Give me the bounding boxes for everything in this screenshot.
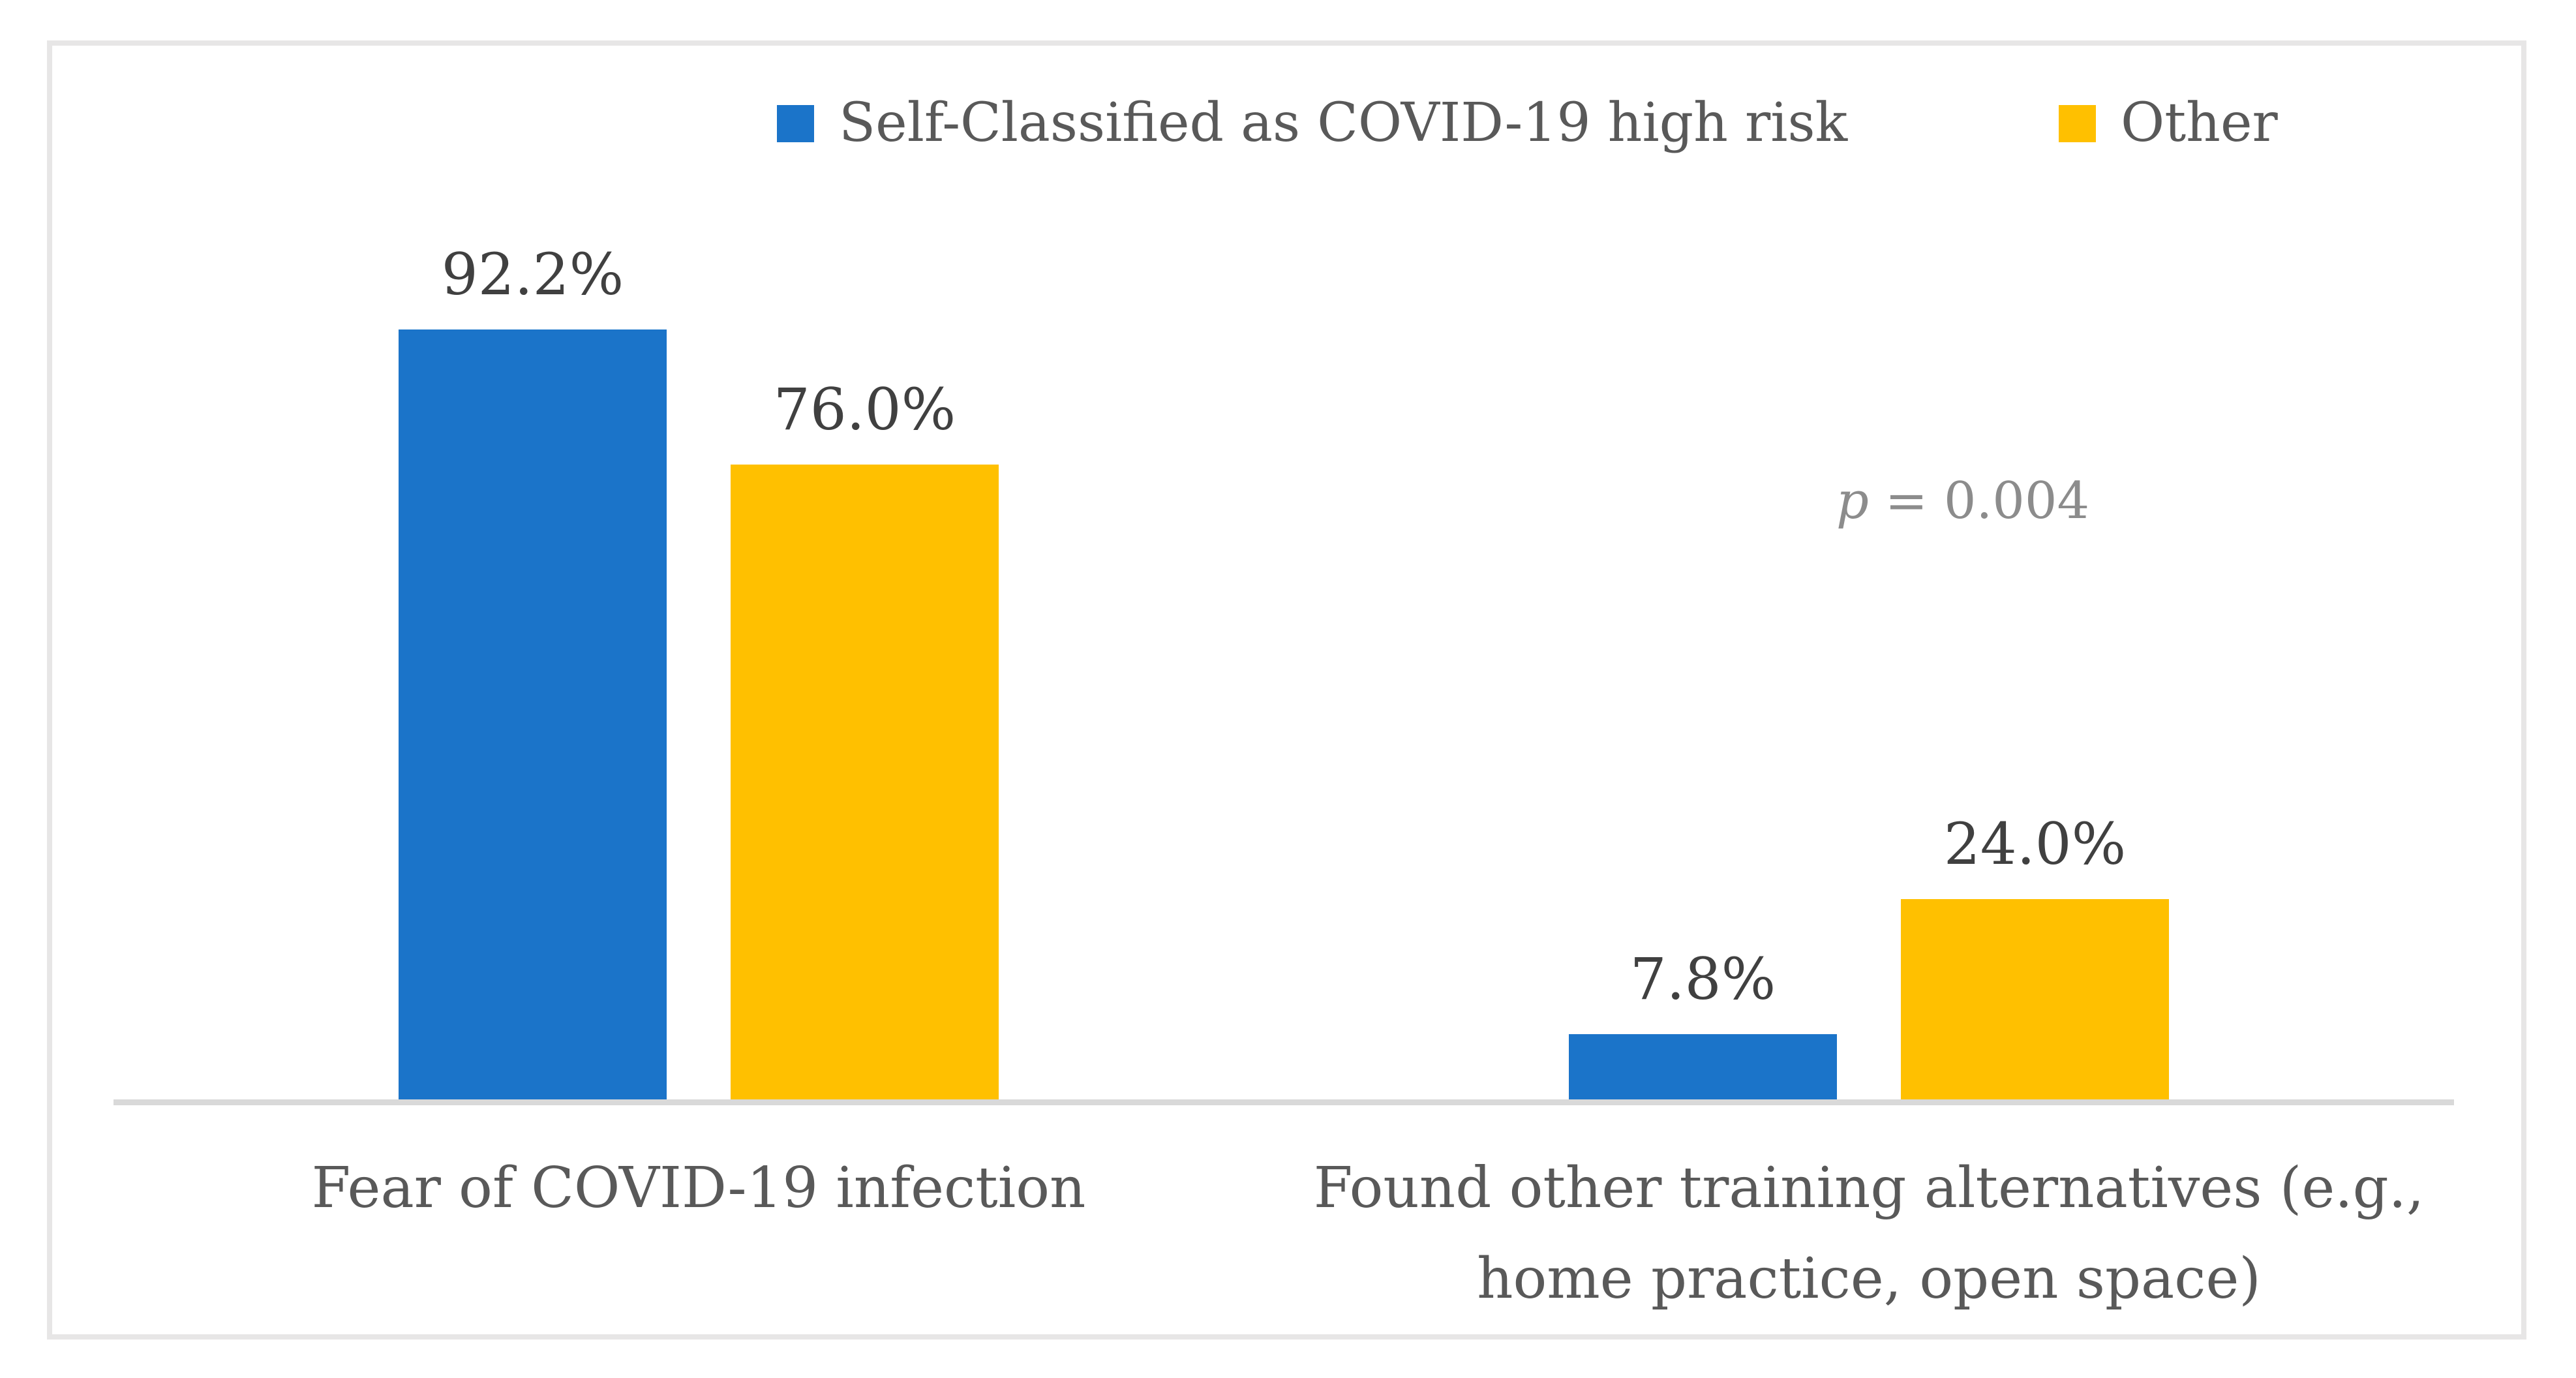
legend-swatch-icon bbox=[777, 104, 814, 142]
p-value-variable: p bbox=[1836, 472, 1869, 530]
bar-value-label-other-cat1: 76.0% bbox=[773, 376, 956, 443]
bar-value-label-self-classified-as-covid-19-high-risk-cat2: 7.8% bbox=[1629, 945, 1776, 1013]
bar-value-label-self-classified-as-covid-19-high-risk-cat1: 92.2% bbox=[441, 241, 624, 308]
legend-item-self-classified-as-covid-19-high-risk: Self-Classified as COVID-19 high risk bbox=[777, 94, 1847, 153]
bar-other-cat1 bbox=[731, 465, 999, 1099]
bar-value-label-other-cat2: 24.0% bbox=[1943, 810, 2127, 878]
bar-self-classified-as-covid-19-high-risk-cat1 bbox=[399, 329, 667, 1099]
legend-label: Other bbox=[2121, 92, 2278, 154]
category-label-2: Found other training alternatives (e.g.,… bbox=[1313, 1156, 2425, 1312]
category-label-1: Fear of COVID-19 infection bbox=[311, 1156, 1086, 1221]
legend-item-other: Other bbox=[2059, 94, 2278, 153]
bar-other-cat2 bbox=[1901, 899, 2169, 1099]
legend-label: Self-Classified as COVID-19 high risk bbox=[839, 92, 1848, 154]
legend-swatch-icon bbox=[2059, 104, 2096, 142]
bar-self-classified-as-covid-19-high-risk-cat2 bbox=[1569, 1034, 1837, 1099]
p-value-text: = 0.004 bbox=[1868, 472, 2090, 530]
x-axis-line bbox=[114, 1099, 2454, 1105]
p-value-annotation: p = 0.004 bbox=[1836, 476, 2089, 527]
